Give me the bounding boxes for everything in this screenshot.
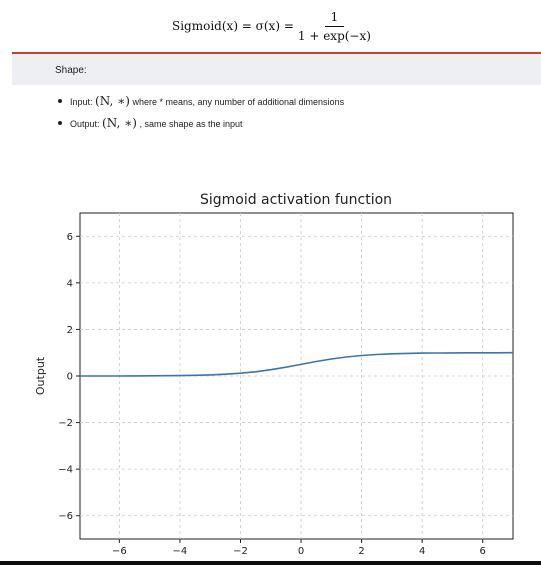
axis-ticks: −6 −4 −2 0 2 4 6 −6 −4 −2 0 2 4 6	[58, 232, 486, 557]
sigmoid-curve	[80, 351, 514, 377]
x-tick-label: 6	[480, 546, 486, 557]
chart-title: Sigmoid activation function	[200, 192, 392, 208]
shape-header-band	[12, 54, 541, 85]
formula-fraction: 1 1 + exp(−x)	[298, 10, 371, 43]
y-tick-label: −4	[58, 465, 73, 476]
y-tick-label: −6	[58, 511, 73, 522]
x-tick-label: 0	[298, 546, 304, 557]
input-shape-math: (N, ∗)	[95, 94, 130, 108]
formula-denominator: 1 + exp(−x)	[297, 28, 371, 43]
shape-label: Shape:	[55, 65, 87, 76]
y-tick-label: 0	[67, 372, 73, 383]
y-tick-label: −2	[58, 418, 73, 429]
input-shape-item: Input: (N, ∗) where * means, any number …	[56, 92, 344, 114]
y-axis-label: Output	[34, 356, 47, 395]
y-tick-label: 6	[67, 232, 73, 243]
shape-list: Input: (N, ∗) where * means, any number …	[56, 92, 344, 136]
x-tick-label: 4	[419, 546, 425, 557]
input-shape-text: where * means, any number of additional …	[132, 97, 345, 107]
y-tick-label: 4	[67, 278, 73, 289]
formula-lhs: Sigmoid(x) = σ(x) =	[172, 19, 294, 33]
output-label: Output:	[70, 119, 100, 129]
section-divider	[12, 52, 541, 54]
output-shape-item: Output: (N, ∗) , same shape as the input	[56, 114, 344, 136]
formula-area: Sigmoid(x) = σ(x) = 1 1 + exp(−x)	[0, 0, 541, 52]
output-shape-text: , same shape as the input	[139, 119, 243, 129]
input-label: Input:	[70, 97, 93, 107]
bottom-edge-bar	[0, 561, 541, 565]
x-tick-label: −4	[173, 546, 188, 557]
x-tick-label: 2	[358, 546, 364, 557]
output-shape-math: (N, ∗)	[102, 116, 137, 130]
formula-numerator: 1	[324, 10, 345, 27]
sigmoid-formula: Sigmoid(x) = σ(x) = 1 1 + exp(−x)	[172, 4, 371, 48]
y-tick-label: 2	[67, 325, 73, 336]
x-tick-label: −2	[233, 546, 248, 557]
x-tick-label: −6	[112, 546, 127, 557]
